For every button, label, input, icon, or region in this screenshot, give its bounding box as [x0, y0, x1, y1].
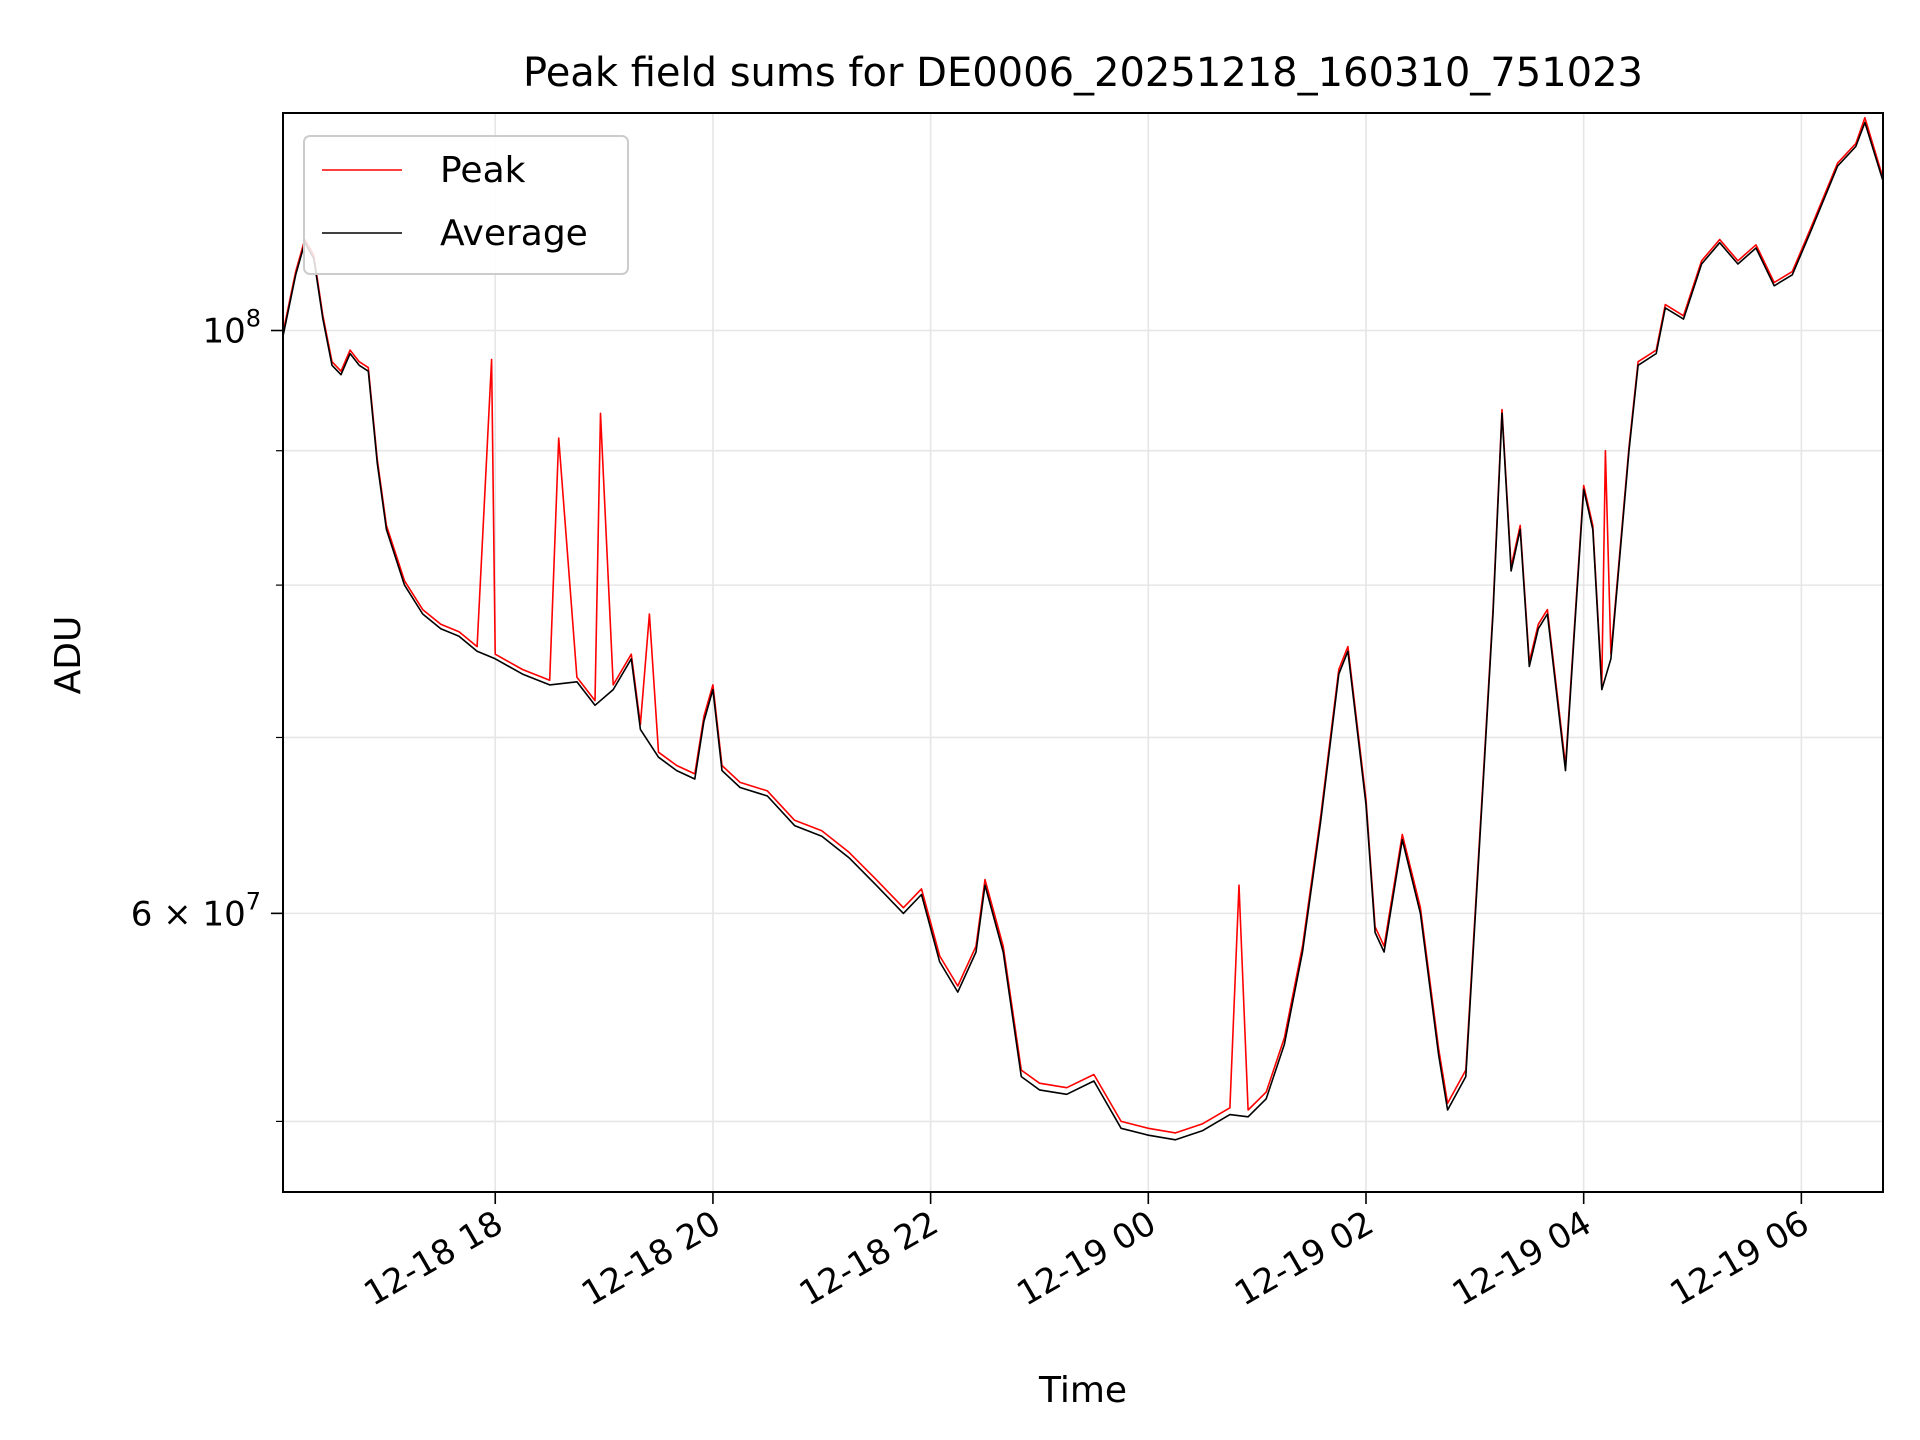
y-tick-label-base: 6 × 10: [131, 894, 246, 934]
y-axis-ticks: 108 6 × 107: [131, 305, 283, 1122]
y-tick-label-exponent: 8: [246, 305, 261, 333]
y-tick-label-base: 10: [202, 312, 245, 352]
chart-title: Peak field sums for DE0006_20251218_1603…: [523, 50, 1643, 96]
y-tick-label: 6 × 107: [131, 887, 261, 934]
legend-label-average: Average: [440, 213, 588, 254]
plot-frame: [282, 112, 1884, 1193]
y-axis-label: ADU: [48, 616, 89, 695]
legend: Peak Average: [303, 135, 629, 275]
y-tick-label: 108: [202, 305, 261, 352]
x-axis-label: Time: [1038, 1370, 1127, 1411]
series-layer: [282, 116, 1884, 1141]
legend-label-peak: Peak: [440, 150, 526, 191]
series-line-average: [282, 121, 1884, 1141]
series-line-peak: [282, 116, 1884, 1134]
y-tick-label-exponent: 7: [246, 887, 261, 915]
grid: [283, 113, 1883, 1192]
